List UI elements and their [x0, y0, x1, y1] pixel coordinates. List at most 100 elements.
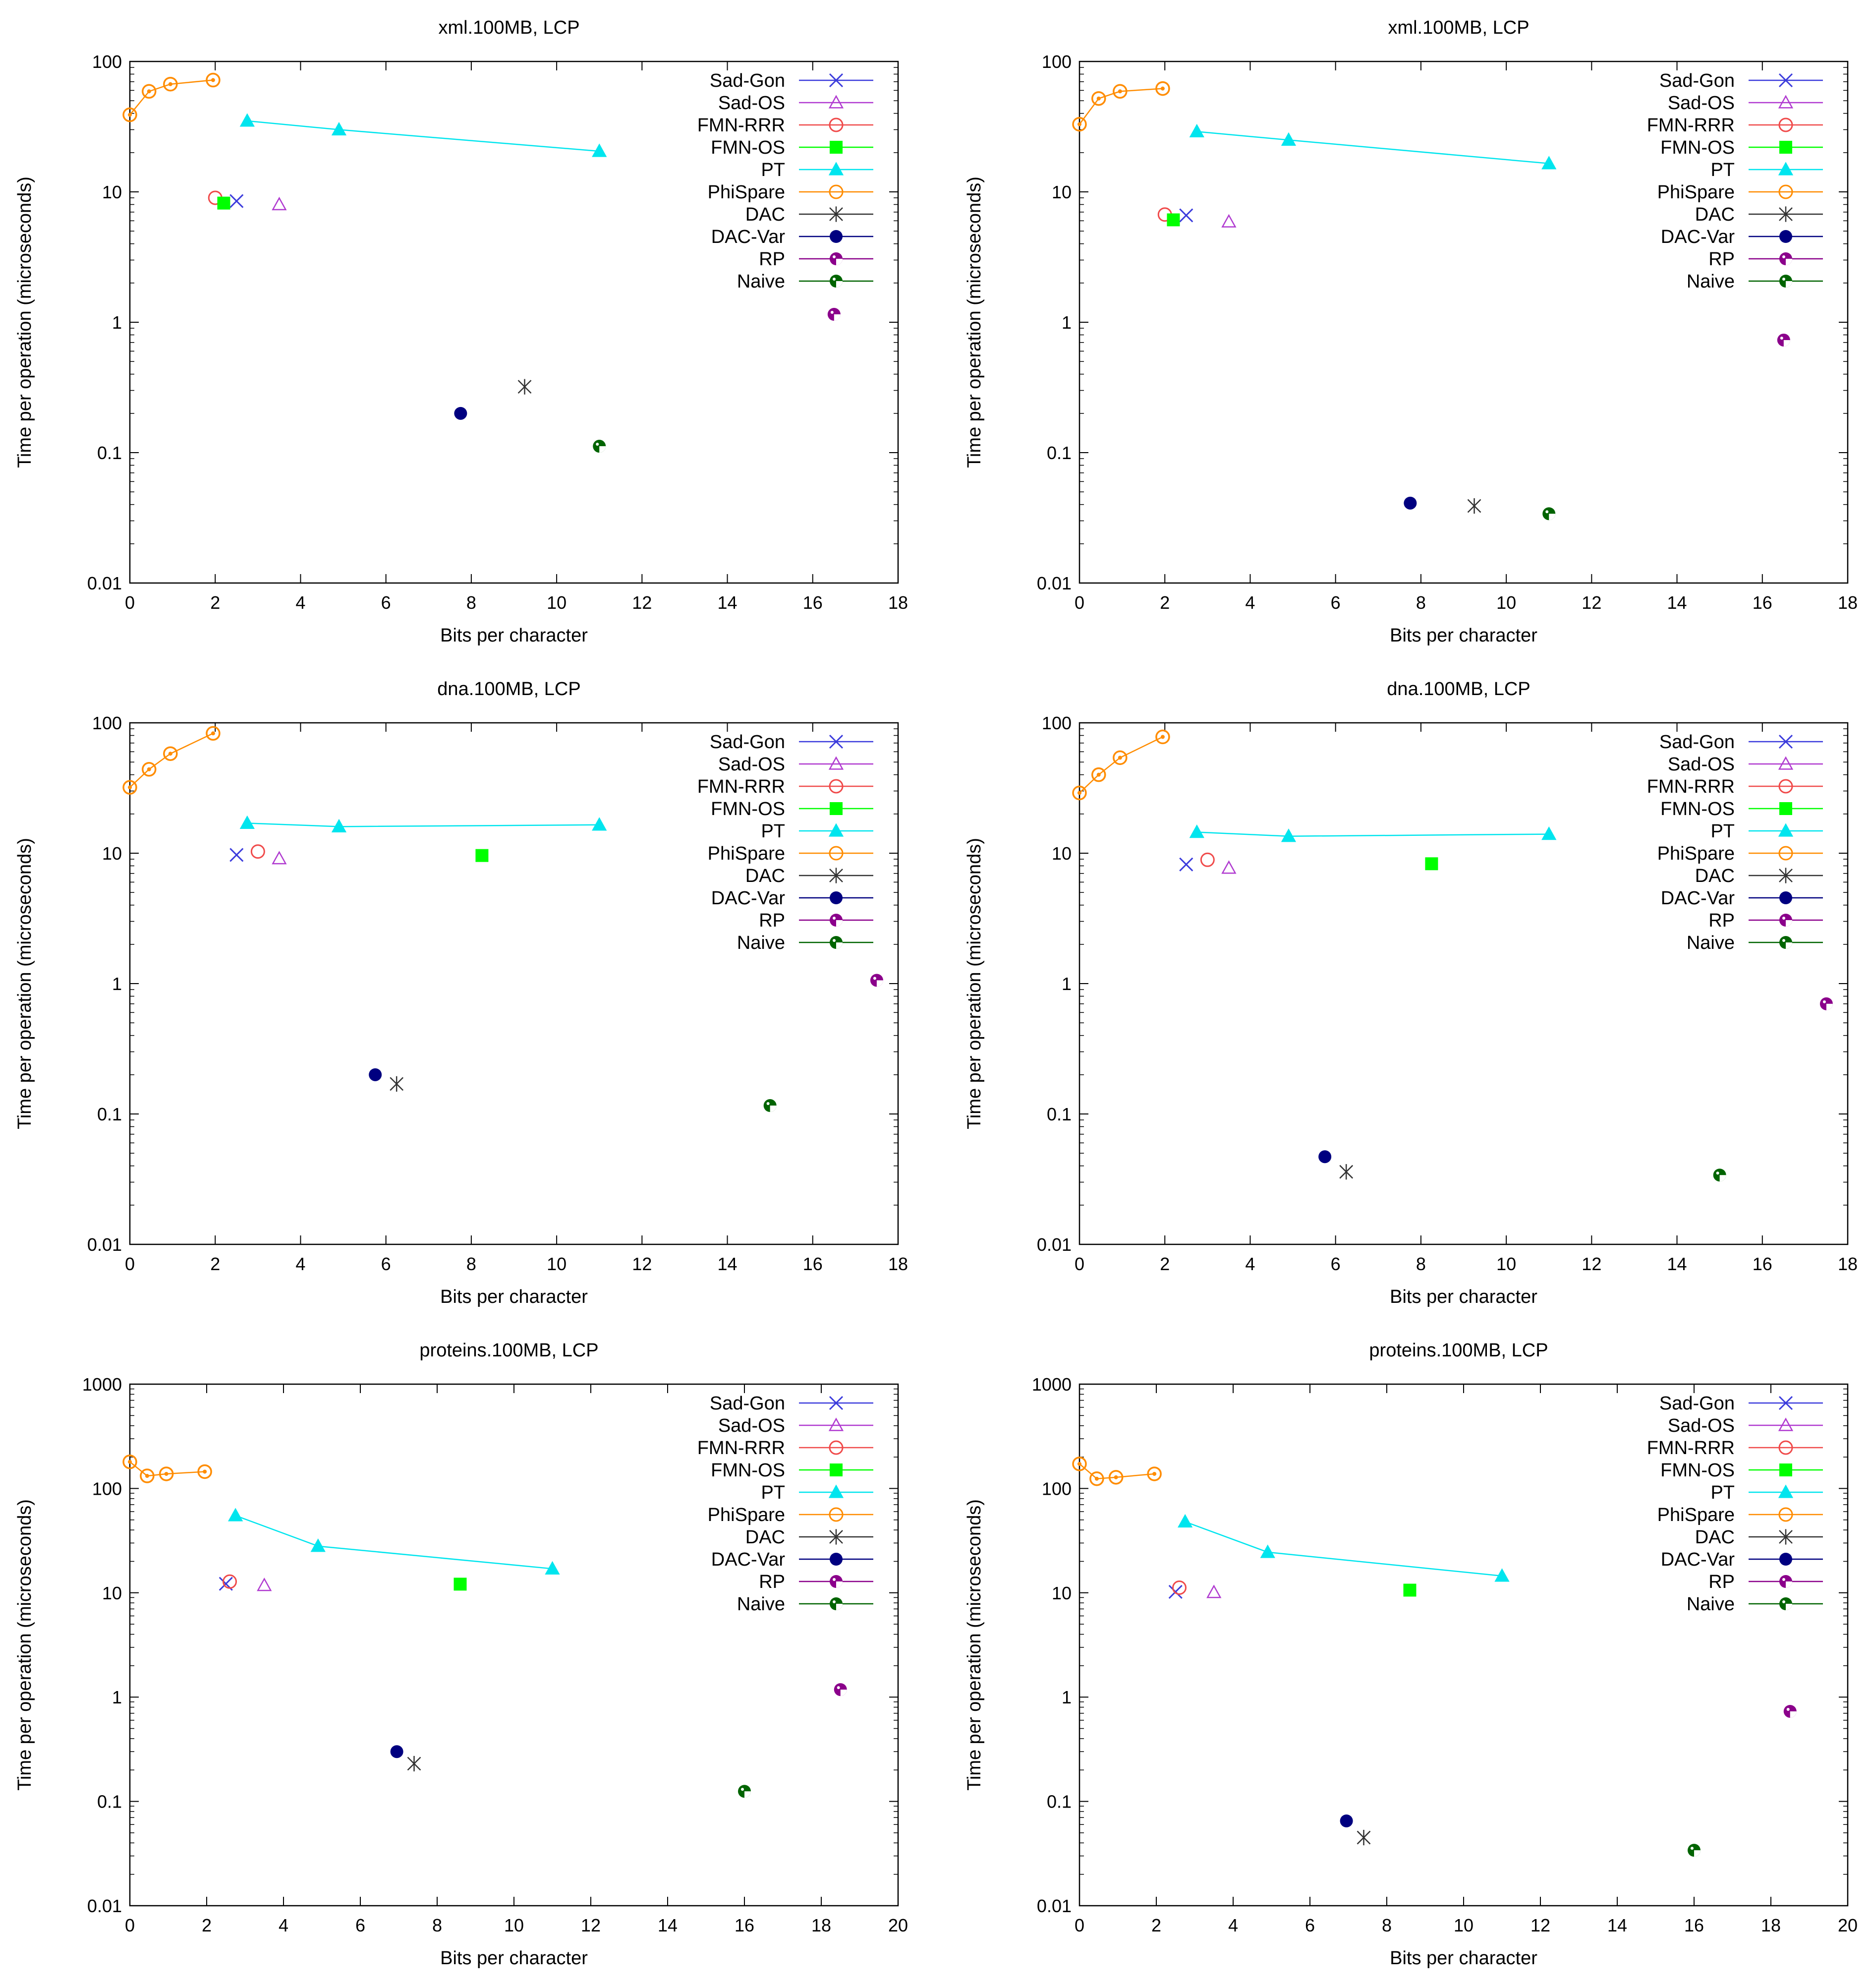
- legend-label: DAC: [1695, 866, 1735, 886]
- y-tick-label: 1: [1062, 974, 1072, 994]
- legend-marker: [828, 1417, 844, 1431]
- chart-title: xml.100MB, LCP: [1388, 17, 1529, 38]
- legend-label: Sad-OS: [718, 93, 785, 114]
- data-point: [250, 844, 265, 859]
- data-point: [454, 1578, 467, 1591]
- series-fmn-os: [217, 196, 230, 210]
- y-tick-label: 10: [102, 1583, 122, 1603]
- legend-label: DAC-Var: [711, 888, 786, 909]
- x-axis-label: Bits per character: [1390, 1948, 1537, 1969]
- data-point: [1189, 824, 1204, 838]
- legend-label: PT: [1710, 821, 1735, 842]
- y-tick-label: 100: [1042, 1478, 1072, 1499]
- legend: Sad-GonSad-OSFMN-RRRFMN-OSPTPhiSpareDACD…: [697, 732, 873, 953]
- legend-marker: [829, 117, 844, 132]
- y-tick-label: 1000: [1032, 1374, 1072, 1395]
- legend-label: DAC-Var: [711, 227, 786, 247]
- y-tick-label: 0.1: [97, 443, 122, 463]
- series-phispare: [1072, 729, 1170, 801]
- legend-marker: [1779, 1529, 1793, 1545]
- legend-label: PhiSpare: [708, 1505, 785, 1525]
- legend-marker: [830, 936, 843, 949]
- legend-label: FMN-RRR: [697, 115, 785, 136]
- series-sad-gon: [1179, 208, 1193, 223]
- data-point: [239, 113, 255, 127]
- x-tick-label: 16: [1684, 1915, 1704, 1935]
- data-point: [1089, 1471, 1104, 1486]
- series-pt: [239, 815, 607, 832]
- legend: Sad-GonSad-OSFMN-RRRFMN-OSPTPhiSpareDACD…: [697, 1393, 873, 1615]
- series-rp: [1819, 997, 1833, 1010]
- series-phispare: [122, 726, 221, 795]
- data-point: [763, 1099, 777, 1112]
- series-line: [1196, 131, 1549, 165]
- legend-marker: [828, 1484, 844, 1498]
- x-tick-label: 6: [1331, 592, 1341, 613]
- y-axis: 0.01 0.1 1 10 100 1000: [1032, 1374, 1848, 1916]
- series-line: [129, 1461, 205, 1477]
- chart-title: proteins.100MB, LCP: [419, 1340, 598, 1361]
- data-point: [122, 107, 137, 122]
- data-point: [390, 1745, 403, 1758]
- legend-marker: [1779, 1575, 1792, 1588]
- data-point: [834, 1683, 847, 1696]
- legend-marker: [830, 1553, 843, 1566]
- series-line: [247, 822, 600, 827]
- x-axis: 0 2 4 6 8 10 12 14 16 18 20: [1075, 1384, 1858, 1935]
- data-point: [228, 1508, 243, 1521]
- y-tick-label: 10: [102, 182, 122, 202]
- data-point: [1167, 213, 1180, 227]
- legend-marker: [828, 823, 844, 837]
- x-tick-label: 2: [210, 592, 220, 613]
- x-tick-label: 2: [1160, 1254, 1170, 1274]
- series-pt: [1189, 824, 1557, 842]
- x-tick-label: 6: [381, 1254, 391, 1274]
- data-point: [1147, 1466, 1162, 1481]
- series-rp: [827, 308, 841, 321]
- data-point: [1113, 750, 1128, 765]
- y-tick-label: 0.01: [1037, 573, 1072, 593]
- x-axis-label: Bits per character: [1390, 625, 1537, 646]
- legend-marker: [830, 1597, 843, 1610]
- series-dac-var: [454, 407, 467, 420]
- legend-marker: [829, 206, 843, 222]
- x-tick-label: 8: [1382, 1915, 1392, 1935]
- legend-marker: [829, 868, 843, 883]
- y-tick-label: 0.1: [1047, 443, 1072, 463]
- x-tick-label: 14: [1667, 592, 1687, 613]
- x-tick-label: 8: [466, 1254, 476, 1274]
- legend-marker: [829, 1507, 844, 1522]
- legend-marker: [1778, 162, 1794, 175]
- data-point: [163, 76, 178, 92]
- series-dac-var: [1340, 1814, 1353, 1827]
- legend-marker: [1778, 184, 1793, 199]
- data-point: [1318, 1150, 1332, 1164]
- legend-marker: [830, 252, 843, 265]
- data-point: [592, 143, 607, 157]
- legend-marker: [829, 779, 844, 794]
- data-point: [142, 762, 157, 777]
- series-naive: [1713, 1169, 1726, 1182]
- x-tick-label: 10: [1454, 1915, 1474, 1935]
- y-tick-label: 0.1: [97, 1792, 122, 1812]
- y-tick-label: 0.1: [97, 1104, 122, 1124]
- y-tick-label: 0.1: [1047, 1792, 1072, 1812]
- legend-label: Sad-OS: [1668, 1415, 1735, 1436]
- x-tick-label: 6: [1305, 1915, 1315, 1935]
- x-tick-label: 20: [1838, 1915, 1858, 1935]
- series-fmn-os: [475, 849, 489, 862]
- legend-marker: [1778, 1396, 1793, 1410]
- data-point: [163, 746, 178, 761]
- y-axis: 0.01 0.1 1 10 100: [87, 713, 898, 1255]
- x-tick-label: 2: [1160, 592, 1170, 613]
- y-axis-label: Time per operation (microseconds): [964, 838, 985, 1129]
- y-tick-label: 1: [112, 312, 122, 333]
- x-axis: 0 2 4 6 8 10 12 14 16 18 20: [125, 1384, 908, 1935]
- series-fmn-os: [1167, 213, 1180, 227]
- chart-panel-4: dna.100MB, LCP 0 2 4 6 8 10 12 14 16 18 0.01 0.1 1 10 1…: [964, 679, 1858, 1307]
- x-tick-label: 12: [581, 1915, 601, 1935]
- y-tick-label: 0.1: [1047, 1104, 1072, 1124]
- chart-panel-1: xml.100MB, LCP 0 2 4 6 8 10 12 14 16 18 0.01 0.1 1 10 1…: [14, 17, 908, 646]
- x-tick-label: 8: [432, 1915, 442, 1935]
